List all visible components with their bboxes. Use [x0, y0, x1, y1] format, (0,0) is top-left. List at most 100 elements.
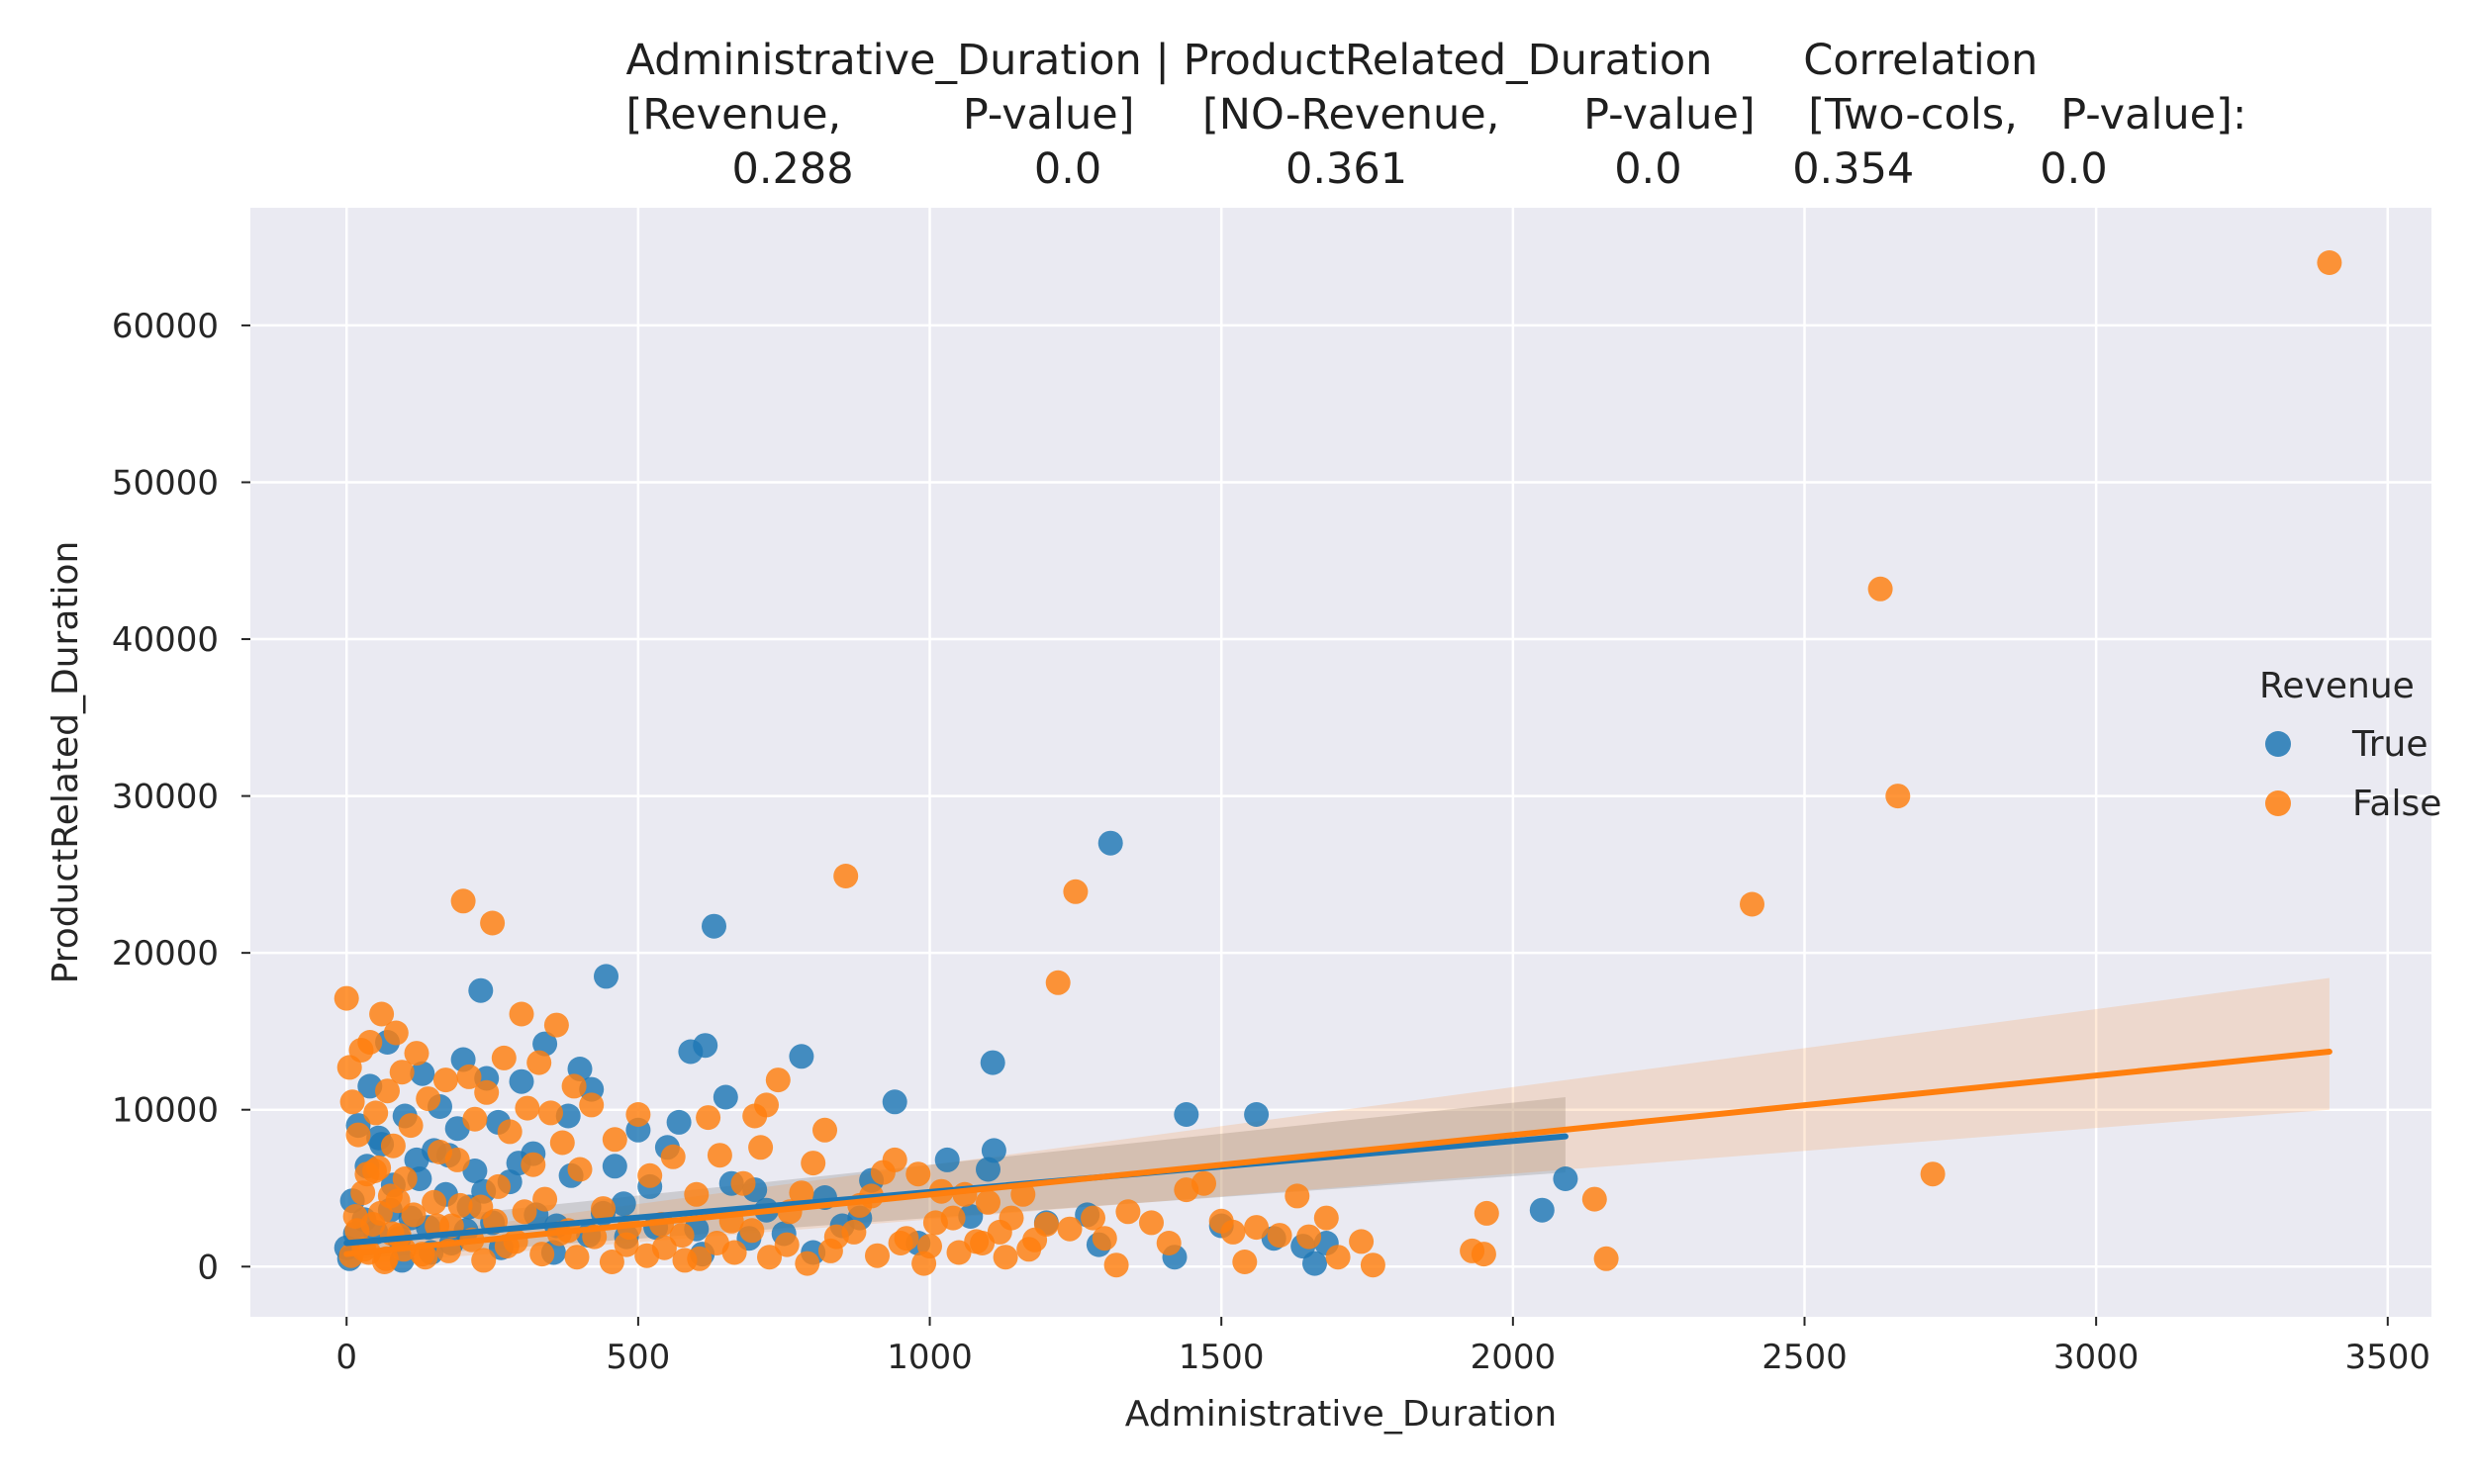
point-false-123 — [2317, 250, 2342, 275]
point-false-153 — [687, 1246, 713, 1271]
point-false-121 — [1885, 784, 1911, 809]
point-false-96 — [1092, 1226, 1117, 1252]
point-false-163 — [888, 1231, 913, 1255]
point-false-45 — [538, 1100, 563, 1126]
legend-title: Revenue — [2259, 666, 2415, 706]
point-false-164 — [911, 1251, 937, 1276]
point-false-20 — [392, 1166, 418, 1191]
point-false-25 — [422, 1189, 447, 1215]
point-false-53 — [602, 1127, 627, 1153]
point-false-32 — [462, 1106, 488, 1132]
point-false-158 — [774, 1232, 800, 1257]
point-false-30 — [450, 888, 476, 914]
point-false-102 — [1191, 1170, 1216, 1196]
point-false-95 — [1081, 1205, 1105, 1231]
point-false-49 — [561, 1073, 587, 1099]
point-false-17 — [383, 1020, 409, 1046]
point-false-166 — [946, 1240, 972, 1265]
point-false-132 — [385, 1188, 411, 1214]
point-false-165 — [922, 1210, 948, 1236]
point-false-38 — [497, 1119, 523, 1145]
point-false-107 — [1267, 1223, 1292, 1249]
title-cell-10: 0.361 — [1285, 144, 1407, 194]
fit-line-false — [343, 1049, 2332, 1257]
point-false-4 — [345, 1122, 371, 1148]
point-false-143 — [512, 1199, 537, 1225]
point-false-105 — [1232, 1250, 1258, 1274]
point-false-157 — [757, 1245, 782, 1270]
point-false-2 — [339, 1089, 365, 1115]
point-true-36 — [594, 964, 619, 989]
x-tick-label-0: 0 — [335, 1338, 357, 1377]
title-cell-11: 0.0 — [1614, 144, 1681, 194]
point-false-58 — [660, 1144, 686, 1169]
point-false-155 — [721, 1240, 747, 1265]
y-tick-label-1: 10000 — [112, 1091, 219, 1131]
point-false-37 — [491, 1045, 517, 1070]
title-cell-13: 0.0 — [2040, 144, 2107, 194]
point-false-50 — [567, 1157, 593, 1182]
point-false-140 — [471, 1248, 497, 1273]
legend: Revenue True False — [2259, 666, 2441, 824]
point-false-169 — [1016, 1237, 1042, 1262]
point-false-70 — [789, 1180, 814, 1206]
point-false-99 — [1139, 1210, 1164, 1236]
point-true-94 — [611, 1191, 636, 1217]
title-cell-9: 0.0 — [1034, 144, 1101, 194]
point-false-29 — [444, 1147, 470, 1172]
x-tick-label-1: 500 — [606, 1338, 670, 1377]
point-false-78 — [882, 1147, 907, 1172]
title-cell-7: P-value]: — [2060, 90, 2246, 139]
point-true-30 — [532, 1031, 558, 1057]
point-false-100 — [1156, 1231, 1182, 1255]
point-false-21 — [398, 1113, 424, 1139]
point-false-91 — [1033, 1212, 1059, 1237]
point-false-12 — [369, 1001, 395, 1027]
point-false-27 — [432, 1067, 458, 1093]
legend-marker-false — [2265, 790, 2291, 816]
point-false-122 — [1920, 1161, 1946, 1187]
point-false-43 — [526, 1050, 552, 1075]
point-false-118 — [1593, 1246, 1619, 1271]
x-tick-label-7: 3500 — [2345, 1338, 2431, 1377]
point-false-160 — [817, 1238, 843, 1263]
y-tick-label-6: 60000 — [112, 307, 219, 346]
point-false-86 — [976, 1189, 1000, 1215]
point-false-46 — [543, 1012, 569, 1038]
point-false-0 — [333, 985, 359, 1011]
point-false-22 — [404, 1041, 429, 1067]
x-tick-label-6: 3000 — [2053, 1338, 2140, 1377]
y-axis-label: ProductRelated_Duration — [46, 541, 86, 984]
point-false-110 — [1313, 1205, 1339, 1231]
y-axis-ticks: 0 10000 20000 30000 40000 50000 60000 — [112, 307, 250, 1287]
x-tick-label-5: 2500 — [1761, 1338, 1848, 1377]
title-cell-4: [NO-Revenue, — [1202, 90, 1499, 139]
point-true-68 — [1174, 1102, 1199, 1127]
point-false-117 — [1581, 1186, 1607, 1212]
point-false-35 — [480, 910, 506, 936]
point-false-134 — [401, 1202, 427, 1228]
point-false-24 — [416, 1086, 441, 1112]
title-cell-0: Administrative_Duration | ProductRelated… — [626, 36, 1713, 85]
legend-label-false: False — [2352, 784, 2441, 824]
point-true-45 — [693, 1033, 718, 1059]
point-true-58 — [934, 1147, 960, 1172]
point-false-52 — [591, 1196, 616, 1222]
point-true-61 — [980, 1050, 1005, 1075]
point-true-56 — [882, 1089, 907, 1115]
point-false-14 — [375, 1078, 400, 1104]
point-false-42 — [521, 1152, 546, 1177]
point-false-98 — [1115, 1199, 1141, 1225]
data-points — [333, 250, 2342, 1278]
point-false-104 — [1220, 1219, 1246, 1245]
point-false-19 — [389, 1060, 415, 1085]
point-true-42 — [666, 1109, 692, 1135]
x-tick-label-3: 1500 — [1179, 1338, 1265, 1377]
point-false-152 — [669, 1223, 695, 1249]
point-false-162 — [865, 1243, 890, 1268]
point-false-93 — [1057, 1216, 1083, 1242]
point-false-72 — [812, 1117, 837, 1143]
point-true-75 — [1529, 1197, 1555, 1223]
